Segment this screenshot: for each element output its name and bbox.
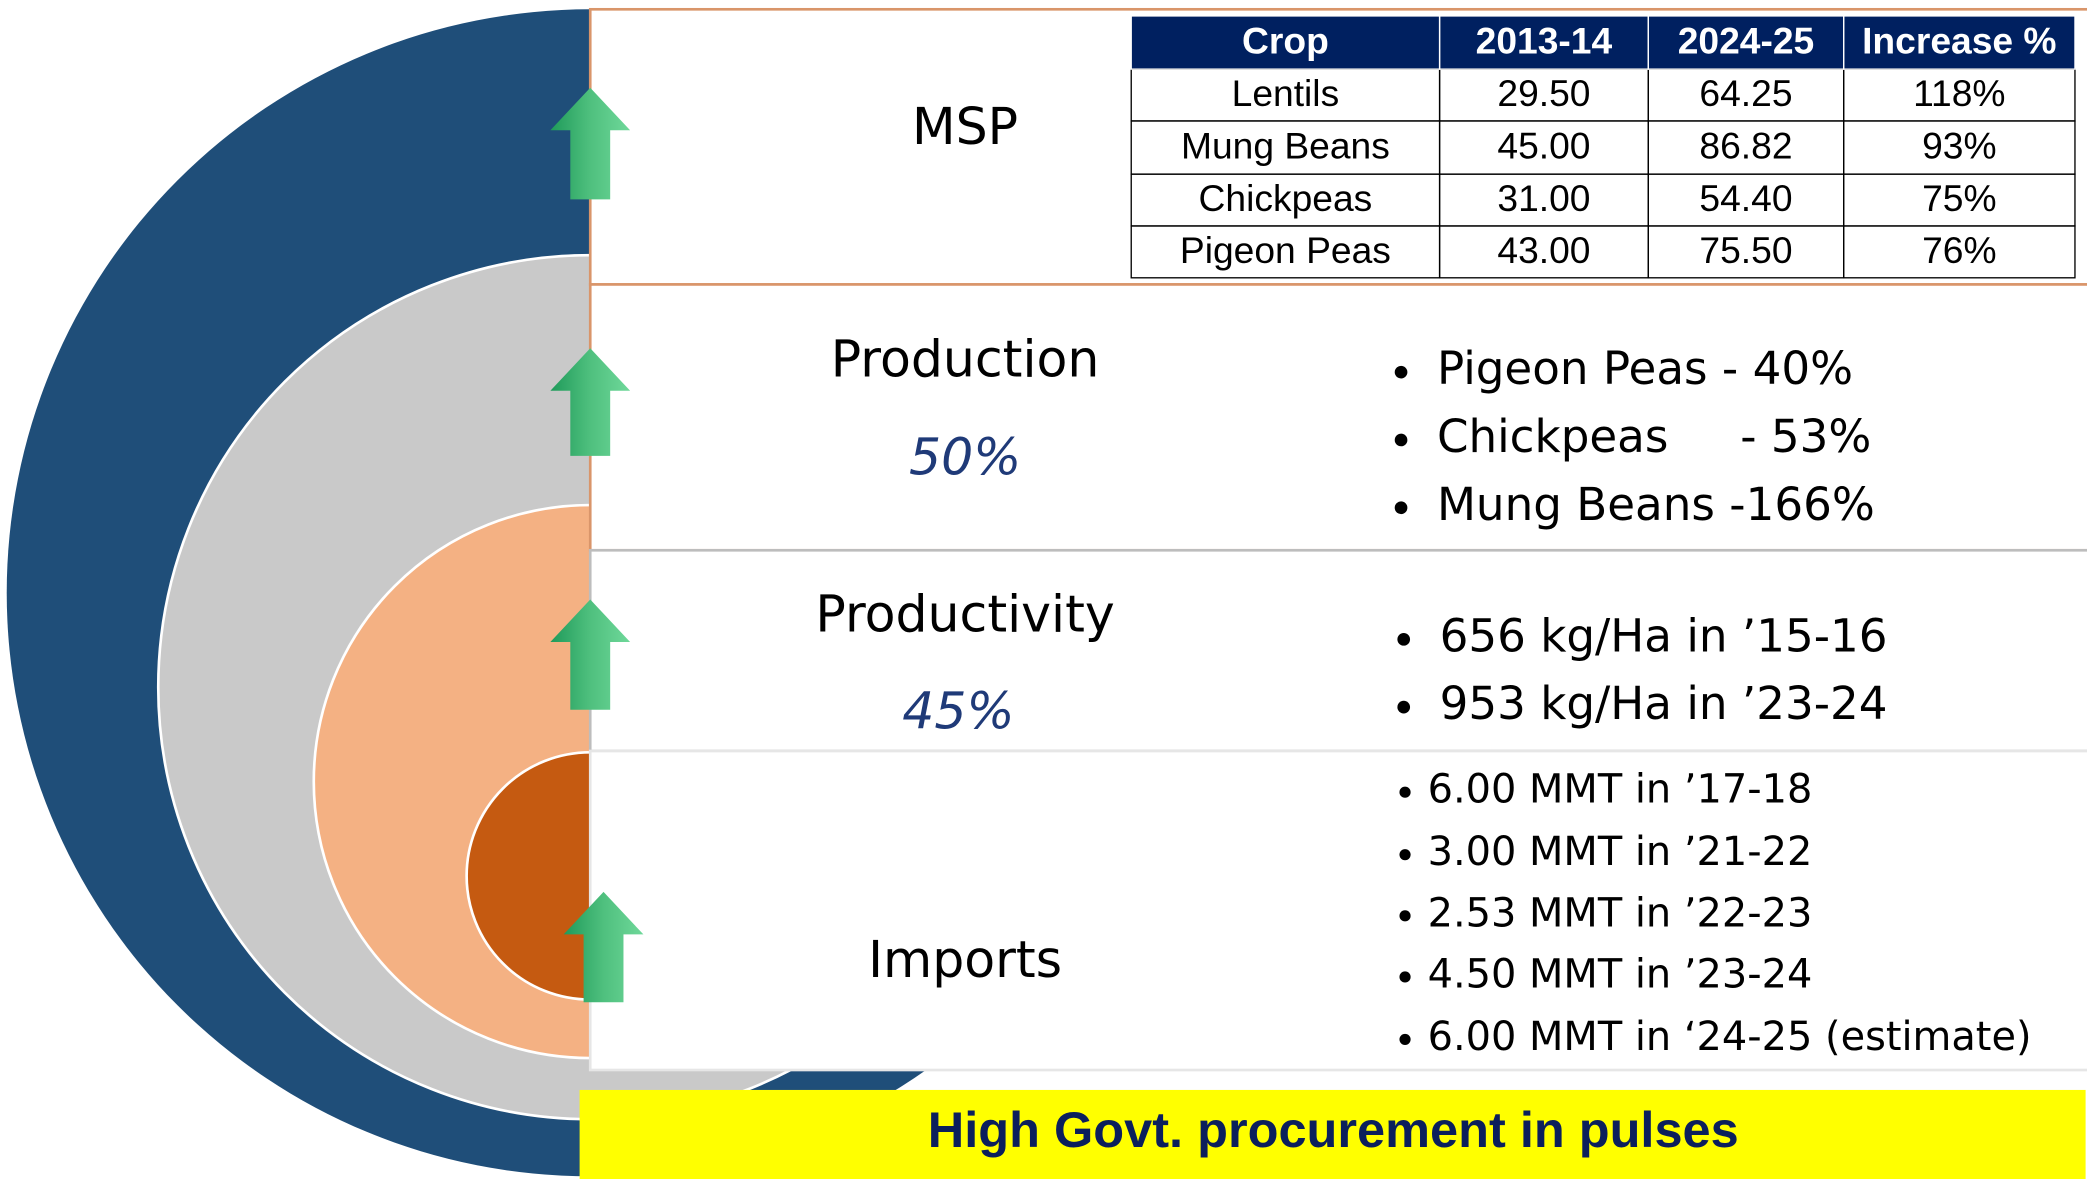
bullet-text: Chickpeas - 53% (1437, 410, 1871, 463)
table-cell-text: 64.25 (1699, 72, 1792, 114)
panel-imports (588, 749, 2087, 1072)
bullet-text: 3.00 MMT in ’21-22 (1428, 829, 1813, 875)
bullet-text: 6.00 MMT in ’17-18 (1428, 767, 1813, 813)
msp-title: MSP (912, 97, 1018, 156)
table-header: Crop (1242, 20, 1329, 62)
bullet-text: 656 kg/Ha in ’15-16 (1440, 609, 1888, 662)
bullet-text: Pigeon Peas - 40% (1437, 342, 1853, 395)
table-cell-text: Pigeon Peas (1180, 229, 1391, 271)
bullet-text: 4.50 MMT in ’23-24 (1428, 951, 1813, 997)
footer-bar (579, 1089, 2086, 1179)
bullet-text: 6.00 MMT in ‘24-25 (estimate) (1428, 1014, 2032, 1060)
production-title: Production (831, 329, 1100, 388)
table-cell-text: Mung Beans (1181, 125, 1390, 167)
table-cell-text: 76% (1922, 229, 1996, 271)
imports-title: Imports (868, 930, 1062, 989)
table-cell-text: Lentils (1232, 72, 1340, 114)
bullet-dot (1397, 700, 1411, 714)
bullet-dot (1399, 1033, 1411, 1046)
production-value: 50% (909, 428, 1021, 487)
bullet-dot (1399, 786, 1411, 798)
footer-text: High Govt. procurement in pulses (928, 1101, 1739, 1158)
table-header: Increase % (1862, 20, 2056, 62)
table-cell-text: Chickpeas (1199, 177, 1373, 219)
bullet-text: 2.53 MMT in ’22-23 (1428, 890, 1813, 936)
table-cell-text: 93% (1922, 125, 1996, 167)
table-header-cell (1843, 15, 2076, 70)
bullet-dot (1394, 501, 1408, 515)
table-cell-text: 31.00 (1497, 177, 1590, 219)
productivity-value: 45% (902, 682, 1014, 741)
bullet-text: Mung Beans -166% (1437, 478, 1875, 531)
bullet-dot (1394, 365, 1408, 379)
table-cell-text: 118% (1913, 72, 2005, 114)
table-cell-text: 75% (1922, 177, 1996, 219)
table-header: 2013-14 (1476, 20, 1613, 62)
table-cell-text: 86.82 (1699, 125, 1792, 167)
table-header: 2024-25 (1678, 20, 1815, 62)
table-cell-text: 43.00 (1497, 229, 1590, 271)
panel-production (588, 283, 2087, 552)
table-cell (1843, 225, 2076, 279)
table-cell-text: 29.50 (1497, 72, 1590, 114)
productivity-title: Productivity (815, 585, 1114, 644)
table-cell-text: 45.00 (1497, 125, 1590, 167)
table-cell-text: 75.50 (1699, 229, 1792, 271)
bullet-text: 953 kg/Ha in ’23-24 (1440, 677, 1888, 730)
table-cell-text: 54.40 (1699, 177, 1792, 219)
bullet-dot (1397, 633, 1411, 646)
bullet-dot (1399, 849, 1411, 861)
bullet-dot (1399, 971, 1411, 983)
bullet-dot (1399, 910, 1411, 922)
table-header-bg (1131, 15, 2075, 70)
bullet-dot (1394, 433, 1408, 447)
